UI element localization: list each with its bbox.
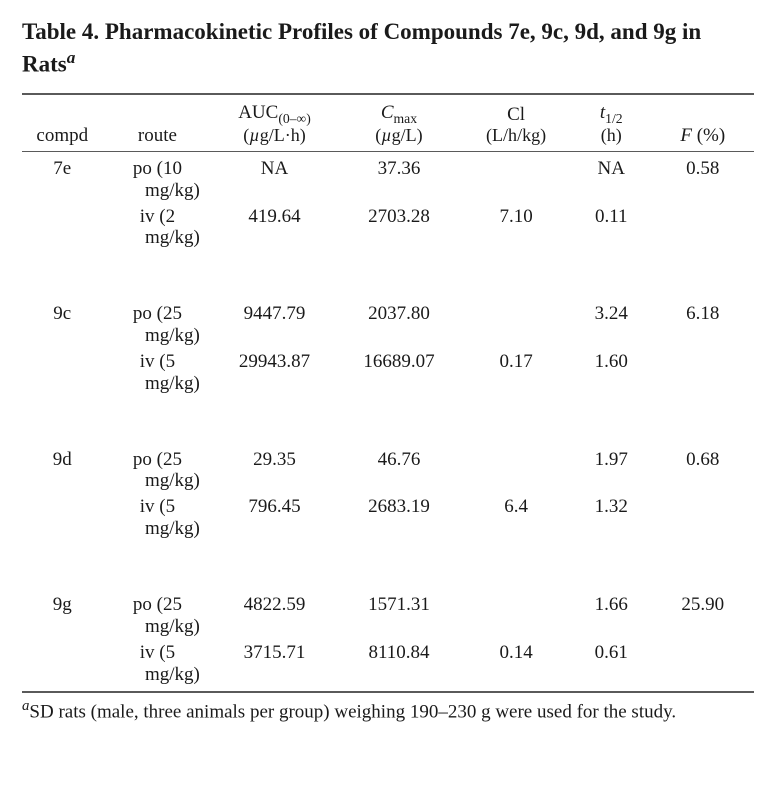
auc-cell: 29943.87	[212, 349, 336, 397]
table-row: 9dpo (25mg/kg)29.3546.76 1.970.68	[22, 443, 754, 495]
cl-cell: 0.17	[461, 349, 571, 397]
cl-cell	[461, 588, 571, 640]
table-row: iv (5mg/kg)3715.718110.840.140.61	[22, 640, 754, 693]
pk-table: compd route AUC(0–∞) (µg/L·h) Cmax (µg/L…	[22, 93, 754, 693]
compd-cell: 9g	[22, 588, 103, 640]
f-cell	[652, 640, 755, 693]
cl-cell	[461, 443, 571, 495]
t12-cell: 1.66	[571, 588, 652, 640]
table-row: 9cpo (25mg/kg)9447.792037.80 3.246.18	[22, 297, 754, 349]
auc-cell: 419.64	[212, 204, 336, 252]
table-header-row: compd route AUC(0–∞) (µg/L·h) Cmax (µg/L…	[22, 94, 754, 151]
cl-cell: 6.4	[461, 494, 571, 542]
cl-cell	[461, 297, 571, 349]
title-text: Table 4. Pharmacokinetic Profiles of Com…	[22, 19, 701, 76]
route-cell: iv (5mg/kg)	[103, 349, 213, 397]
auc-cell: 29.35	[212, 443, 336, 495]
cmax-cell: 2703.28	[337, 204, 461, 252]
cl-cell	[461, 151, 571, 203]
f-cell: 25.90	[652, 588, 755, 640]
f-cell	[652, 204, 755, 252]
compd-cell: 9d	[22, 443, 103, 495]
t12-cell: 0.11	[571, 204, 652, 252]
compd-cell	[22, 640, 103, 693]
auc-cell: 4822.59	[212, 588, 336, 640]
cmax-cell: 37.36	[337, 151, 461, 203]
hdr-route: route	[103, 94, 213, 151]
f-cell: 6.18	[652, 297, 755, 349]
t12-cell: 1.97	[571, 443, 652, 495]
cl-cell: 0.14	[461, 640, 571, 693]
t12-cell: 0.61	[571, 640, 652, 693]
table-figure: Table 4. Pharmacokinetic Profiles of Com…	[0, 0, 776, 766]
table-row: 9gpo (25mg/kg)4822.591571.31 1.6625.90	[22, 588, 754, 640]
route-cell: po (25mg/kg)	[103, 588, 213, 640]
cmax-cell: 2037.80	[337, 297, 461, 349]
auc-cell: 3715.71	[212, 640, 336, 693]
title-footnote-mark: a	[67, 48, 76, 67]
route-cell: po (10mg/kg)	[103, 151, 213, 203]
route-cell: iv (2mg/kg)	[103, 204, 213, 252]
hdr-compd: compd	[22, 94, 103, 151]
compd-cell	[22, 349, 103, 397]
compd-cell	[22, 204, 103, 252]
group-gap	[22, 251, 754, 297]
f-cell	[652, 349, 755, 397]
auc-cell: 9447.79	[212, 297, 336, 349]
group-gap	[22, 397, 754, 443]
t12-cell: 1.60	[571, 349, 652, 397]
compd-cell	[22, 494, 103, 542]
route-cell: po (25mg/kg)	[103, 443, 213, 495]
table-footnote: aSD rats (male, three animals per group)…	[22, 697, 754, 725]
t12-cell: 1.32	[571, 494, 652, 542]
table-title: Table 4. Pharmacokinetic Profiles of Com…	[22, 18, 754, 79]
hdr-cmax: Cmax (µg/L)	[337, 94, 461, 151]
hdr-auc: AUC(0–∞) (µg/L·h)	[212, 94, 336, 151]
route-cell: iv (5mg/kg)	[103, 640, 213, 693]
t12-cell: NA	[571, 151, 652, 203]
compd-cell: 9c	[22, 297, 103, 349]
table-row: iv (5mg/kg)796.452683.196.41.32	[22, 494, 754, 542]
table-row: iv (5mg/kg)29943.8716689.070.171.60	[22, 349, 754, 397]
cmax-cell: 2683.19	[337, 494, 461, 542]
table-row: iv (2mg/kg)419.642703.287.100.11	[22, 204, 754, 252]
cmax-cell: 16689.07	[337, 349, 461, 397]
route-cell: po (25mg/kg)	[103, 297, 213, 349]
table-row: 7epo (10mg/kg)NA37.36NA0.58	[22, 151, 754, 203]
cl-cell: 7.10	[461, 204, 571, 252]
f-cell: 0.68	[652, 443, 755, 495]
f-cell: 0.58	[652, 151, 755, 203]
f-cell	[652, 494, 755, 542]
table-body: 7epo (10mg/kg)NA37.36NA0.58iv (2mg/kg)41…	[22, 151, 754, 692]
route-cell: iv (5mg/kg)	[103, 494, 213, 542]
hdr-f: F (%)	[652, 94, 755, 151]
compd-cell: 7e	[22, 151, 103, 203]
auc-cell: NA	[212, 151, 336, 203]
auc-cell: 796.45	[212, 494, 336, 542]
cmax-cell: 46.76	[337, 443, 461, 495]
t12-cell: 3.24	[571, 297, 652, 349]
hdr-cl: Cl (L/h/kg)	[461, 94, 571, 151]
hdr-t12: t1/2 (h)	[571, 94, 652, 151]
group-gap	[22, 542, 754, 588]
cmax-cell: 8110.84	[337, 640, 461, 693]
cmax-cell: 1571.31	[337, 588, 461, 640]
footnote-text: SD rats (male, three animals per group) …	[29, 702, 676, 723]
